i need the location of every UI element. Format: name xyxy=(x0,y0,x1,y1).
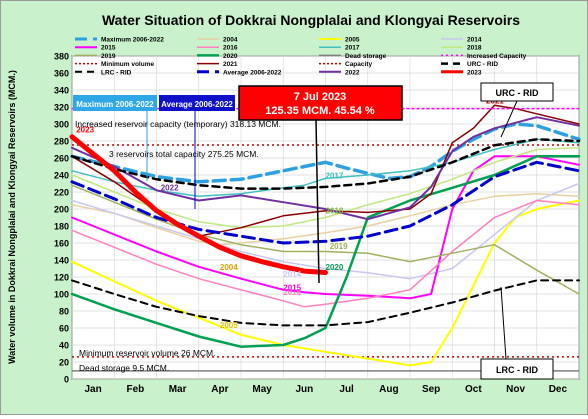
current-value-callout: 7 Jul 2023 125.35 MCM. 45.54 % xyxy=(238,85,403,121)
y-tick-label: 240 xyxy=(54,171,69,181)
legend-label-minimum-volume: Minimum volume xyxy=(101,61,154,68)
y-tick-label: 300 xyxy=(54,120,69,130)
x-tick-label-apr: Apr xyxy=(211,384,228,395)
urc-label: URC - RID xyxy=(496,88,539,98)
lrc-label: LRC - RID xyxy=(496,365,538,375)
x-tick-label-may: May xyxy=(252,384,272,395)
y-tick-label: 40 xyxy=(59,341,69,351)
y-axis: 0 20 40 60 80 100 120 140 160 180 200 220 240 260 280 3… xyxy=(54,52,69,385)
urc-label-box: URC - RID xyxy=(480,82,554,102)
year-label-2020: 2020 xyxy=(326,263,344,272)
series-2015 xyxy=(71,155,580,300)
y-tick-label: 0 xyxy=(64,375,69,385)
y-tick-label: 140 xyxy=(54,256,69,266)
year-label-2019: 2019 xyxy=(330,242,348,251)
legend-label-2016: 2016 xyxy=(223,45,238,52)
series-2004 xyxy=(71,192,580,246)
y-tick-label: 120 xyxy=(54,273,69,283)
legend-label-2017: 2017 xyxy=(345,45,360,52)
y-tick-label: 200 xyxy=(54,205,69,215)
year-label-2017: 2017 xyxy=(326,171,344,180)
series-urc-rid xyxy=(70,138,581,190)
legend-label-2005: 2005 xyxy=(345,37,360,44)
legend-label-average-2006-2022: Average 2006-2022 xyxy=(223,69,282,76)
callout-date: 7 Jul 2023 xyxy=(294,91,347,103)
increased-capacity-note: Increased reservoir capacity (temporary)… xyxy=(75,119,281,129)
series-2014 xyxy=(71,182,580,280)
annotation-max-label: Maximum 2006-2022 xyxy=(76,100,154,109)
x-tick-label-nov: Nov xyxy=(506,384,525,395)
y-tick-label: 280 xyxy=(54,137,69,147)
legend: Maximum 2006-2022 2004 2005 2014 2015 2016 201… xyxy=(75,37,527,76)
y-tick-label: 60 xyxy=(59,324,69,334)
series-2023 xyxy=(69,134,328,275)
legend-label-2020: 2020 xyxy=(223,53,238,60)
y-tick-label: 160 xyxy=(54,239,69,249)
year-label-2022: 2022 xyxy=(161,183,179,192)
annotation-avg-box: Average 2006-2022 xyxy=(159,95,235,111)
legend-label-2015: 2015 xyxy=(101,45,116,52)
legend-label-maximum-2006-2022: Maximum 2006-2022 xyxy=(101,37,164,44)
year-labels: 2023202220212017201620152014201820192020… xyxy=(76,97,504,330)
year-label-2018: 2018 xyxy=(326,206,344,215)
legend-label-increased-capacity: Increased Capacity xyxy=(467,53,527,60)
x-tick-label-sep: Sep xyxy=(422,384,440,395)
year-label-2014: 2014 xyxy=(283,270,301,279)
legend-label-2019: 2019 xyxy=(101,53,116,60)
series-2005 xyxy=(71,199,580,367)
x-tick-label-mar: Mar xyxy=(169,384,187,395)
x-tick-label-dec: Dec xyxy=(549,384,568,395)
y-tick-label: 380 xyxy=(54,52,69,62)
year-label-2016: 2016 xyxy=(283,288,301,297)
x-tick-label-jan: Jan xyxy=(85,384,102,395)
legend-label-capacity: Capacity xyxy=(345,61,372,68)
y-tick-label: 100 xyxy=(54,290,69,300)
series-maximum-2006-2022 xyxy=(70,122,581,184)
series-2022 xyxy=(71,116,580,221)
chart-title: Water Situation of Dokkrai Nongplalai an… xyxy=(102,12,520,28)
x-tick-label-jun: Jun xyxy=(295,384,313,395)
y-tick-label: 260 xyxy=(54,154,69,164)
legend-label-lrc-rid: LRC - RID xyxy=(101,69,132,76)
year-label-2005: 2005 xyxy=(220,321,238,330)
y-tick-label: 20 xyxy=(59,358,69,368)
legend-label-2021: 2021 xyxy=(223,61,238,68)
series-average-2006-2022 xyxy=(70,160,581,245)
legend-label-dead-storage: Dead storage xyxy=(345,53,387,60)
legend-label-2018: 2018 xyxy=(467,45,482,52)
y-tick-label: 220 xyxy=(54,188,69,198)
x-tick-label-jul: Jul xyxy=(339,384,354,395)
y-tick-label: 180 xyxy=(54,222,69,232)
x-tick-label-feb: Feb xyxy=(126,384,144,395)
minimum-volume-note: Minimum reservoir volume 26 MCM. xyxy=(79,348,216,358)
legend-label-2004: 2004 xyxy=(223,37,238,44)
year-label-2023: 2023 xyxy=(76,126,94,135)
y-axis-label: Water volume in Dokkrai Nongplalai and K… xyxy=(7,70,17,364)
y-tick-label: 80 xyxy=(59,307,69,317)
legend-label-2014: 2014 xyxy=(467,37,482,44)
year-label-2004: 2004 xyxy=(220,263,238,272)
legend-label-2022: 2022 xyxy=(345,69,360,76)
lrc-label-box: LRC - RID xyxy=(480,358,554,380)
x-axis: Jan Feb Mar Apr May Jun Jul Aug Sep Oct Nov Dec xyxy=(85,384,568,395)
y-tick-label: 340 xyxy=(54,86,69,96)
series-2020 xyxy=(70,155,581,348)
annotation-avg-label: Average 2006-2022 xyxy=(161,100,233,109)
legend-label-urc-rid: URC - RID xyxy=(467,61,498,68)
total-capacity-note: 3 reservoirs total capacity 275.25 MCM. xyxy=(109,149,259,159)
year-label-2015: 2015 xyxy=(283,284,301,293)
x-tick-label-aug: Aug xyxy=(379,384,398,395)
series-2019 xyxy=(71,184,580,295)
y-tick-label: 320 xyxy=(54,103,69,113)
callout-value: 125.35 MCM. 45.54 % xyxy=(265,105,375,117)
series-2016 xyxy=(71,199,580,308)
x-tick-label-oct: Oct xyxy=(465,384,482,395)
y-tick-label: 360 xyxy=(54,69,69,79)
dead-storage-note: Dead storage 9.5 MCM. xyxy=(79,363,169,373)
series-lrc-rid xyxy=(71,279,580,327)
legend-label-2023: 2023 xyxy=(467,69,482,76)
annotation-max-box: Maximum 2006-2022 xyxy=(73,95,157,111)
